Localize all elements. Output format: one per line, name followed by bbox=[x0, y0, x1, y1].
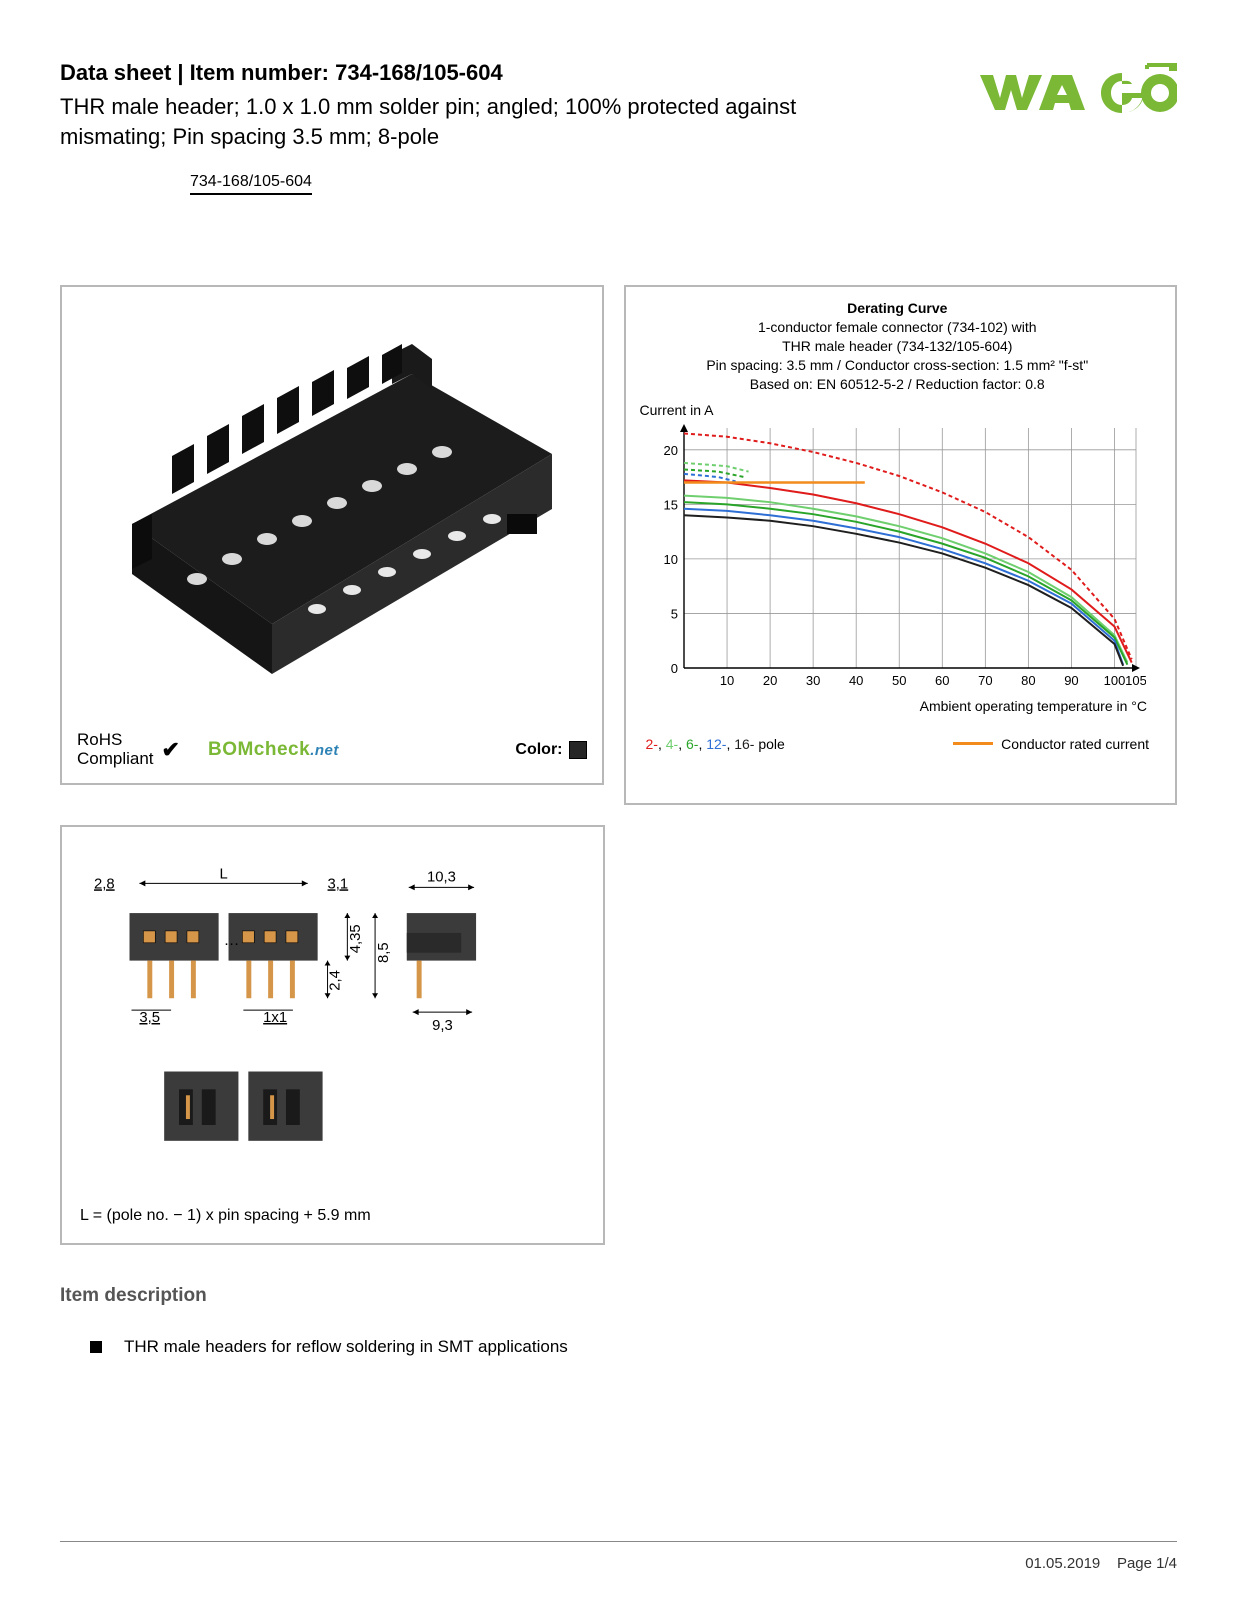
x-axis-label: Ambient operating temperature in °C bbox=[638, 698, 1157, 714]
svg-text:0: 0 bbox=[670, 661, 677, 676]
bullet-text: THR male headers for reflow soldering in… bbox=[124, 1337, 568, 1357]
dimensions-formula: L = (pole no. − 1) x pin spacing + 5.9 m… bbox=[80, 1207, 585, 1225]
chart-legend: 2-, 4-, 6-, 12-, 16- pole Conductor rate… bbox=[638, 736, 1157, 752]
svg-text:80: 80 bbox=[1021, 673, 1035, 688]
y-axis-label: Current in A bbox=[640, 402, 1157, 418]
legend-poles: 2-, 4-, 6-, 12-, 16- pole bbox=[646, 736, 785, 752]
footer-rule bbox=[60, 1541, 1177, 1542]
chart-title-line3: Pin spacing: 3.5 mm / Conductor cross-se… bbox=[638, 356, 1157, 375]
legend-conductor: Conductor rated current bbox=[953, 736, 1149, 752]
svg-text:3,5: 3,5 bbox=[139, 1010, 160, 1026]
svg-text:3,1: 3,1 bbox=[328, 877, 349, 893]
svg-text:1x1: 1x1 bbox=[263, 1010, 287, 1026]
svg-text:60: 60 bbox=[935, 673, 949, 688]
svg-text:50: 50 bbox=[892, 673, 906, 688]
svg-text:10: 10 bbox=[663, 552, 677, 567]
svg-text:40: 40 bbox=[848, 673, 862, 688]
bomcheck-text: BOMcheck bbox=[208, 739, 310, 760]
conductor-label: Conductor rated current bbox=[1001, 736, 1149, 752]
chart-title-line4: Based on: EN 60512-5-2 / Reduction facto… bbox=[638, 375, 1157, 394]
header-text: Data sheet | Item number: 734-168/105-60… bbox=[60, 60, 977, 151]
square-bullet-icon bbox=[90, 1341, 102, 1353]
chart-title-line1: 1-conductor female connector (734-102) w… bbox=[638, 318, 1157, 337]
svg-text:8,5: 8,5 bbox=[376, 943, 392, 964]
chart-panel: Derating Curve 1-conductor female connec… bbox=[624, 285, 1177, 805]
chart-area: 0 5 10 15 20 10 20 30 40 50 60 70 80 90 100105 bbox=[646, 422, 1146, 692]
rohs-badge: RoHS Compliant ✔ bbox=[77, 731, 180, 768]
product-panel: RoHS Compliant ✔ BOMcheck.net Color: bbox=[60, 285, 604, 785]
item-description-heading: Item description bbox=[60, 1285, 1177, 1307]
title-prefix: Data sheet | Item number: bbox=[60, 60, 329, 85]
svg-text:105: 105 bbox=[1125, 673, 1146, 688]
svg-text:2,8: 2,8 bbox=[94, 877, 115, 893]
color-swatch: Color: bbox=[515, 741, 586, 759]
svg-text:70: 70 bbox=[978, 673, 992, 688]
footer-text: 01.05.2019 Page 1/4 bbox=[1025, 1555, 1177, 1572]
svg-text:10: 10 bbox=[719, 673, 733, 688]
chart-title-bold: Derating Curve bbox=[638, 299, 1157, 318]
svg-text:100: 100 bbox=[1103, 673, 1125, 688]
rohs-line1: RoHS bbox=[77, 731, 154, 750]
swatch-icon bbox=[569, 741, 587, 759]
svg-text:30: 30 bbox=[805, 673, 819, 688]
bomcheck-suffix: .net bbox=[310, 742, 339, 759]
svg-text:15: 15 bbox=[663, 497, 677, 512]
svg-text:…: … bbox=[224, 932, 240, 949]
subtitle: THR male header; 1.0 x 1.0 mm solder pin… bbox=[60, 92, 810, 151]
svg-text:4,35: 4,35 bbox=[348, 925, 364, 954]
dimensions-panel: … L 2,8 3,1 4,35 8,5 3,5 1x1 2,4 10,3 9,3 L = (pol… bbox=[60, 825, 605, 1245]
svg-text:2,4: 2,4 bbox=[327, 970, 343, 991]
compliance-row: RoHS Compliant ✔ BOMcheck.net Color: bbox=[77, 731, 587, 768]
wago-logo bbox=[977, 60, 1177, 115]
header: Data sheet | Item number: 734-168/105-60… bbox=[60, 60, 1177, 151]
item-link[interactable]: 734-168/105-604 bbox=[190, 173, 312, 195]
svg-text:9,3: 9,3 bbox=[432, 1018, 453, 1034]
title-line: Data sheet | Item number: 734-168/105-60… bbox=[60, 60, 977, 86]
svg-text:L: L bbox=[219, 867, 227, 883]
rohs-line2: Compliant bbox=[77, 750, 154, 769]
product-image bbox=[77, 302, 587, 725]
color-label: Color: bbox=[515, 741, 562, 759]
svg-text:5: 5 bbox=[670, 606, 677, 621]
description-bullet-1: THR male headers for reflow soldering in… bbox=[90, 1337, 1177, 1357]
chart-title-line2: THR male header (734-132/105-604) bbox=[638, 337, 1157, 356]
bomcheck-badge: BOMcheck.net bbox=[208, 739, 339, 761]
derating-chart: 0 5 10 15 20 10 20 30 40 50 60 70 80 90 100105 bbox=[646, 422, 1146, 692]
svg-text:20: 20 bbox=[762, 673, 776, 688]
svg-text:20: 20 bbox=[663, 443, 677, 458]
title-item-number: 734-168/105-604 bbox=[335, 60, 503, 85]
svg-text:10,3: 10,3 bbox=[427, 870, 456, 886]
svg-text:90: 90 bbox=[1064, 673, 1078, 688]
panels-row: RoHS Compliant ✔ BOMcheck.net Color: Der… bbox=[60, 285, 1177, 805]
chart-title: Derating Curve 1-conductor female connec… bbox=[638, 299, 1157, 393]
dimensions-drawing: … L 2,8 3,1 4,35 8,5 3,5 1x1 2,4 10,3 9,3 bbox=[80, 845, 585, 1199]
conductor-line-icon bbox=[953, 742, 993, 745]
footer-page: Page 1/4 bbox=[1117, 1555, 1177, 1572]
check-icon: ✔ bbox=[162, 738, 180, 762]
footer-date: 01.05.2019 bbox=[1025, 1555, 1100, 1572]
